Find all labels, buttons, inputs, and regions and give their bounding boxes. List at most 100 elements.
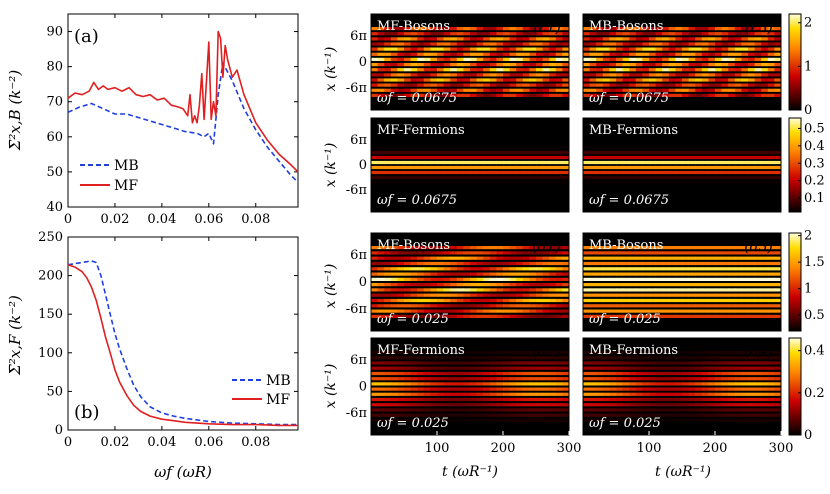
heatmap-cell [470,272,478,276]
heatmap-cell [522,93,530,97]
heatmap-cell [562,160,570,165]
heatmap-cell [616,130,624,135]
heatmap-cell [522,135,530,140]
heatmap-cell [629,283,637,287]
heatmap-cell [688,387,696,391]
heatmap-cell [708,403,716,407]
colorbar-tick-label: 0.3 [804,156,825,171]
heatmap-cell [708,37,716,41]
heatmap-cell [549,392,557,396]
heatmap-cell [423,175,431,180]
heatmap-cell [496,47,504,51]
heatmap-cell [456,83,464,87]
heatmap-cell [483,277,491,281]
heatmap-cell [602,298,610,303]
heatmap-cell [456,73,464,77]
heatmap-cell [748,377,756,381]
heatmap-cell [767,155,775,160]
heatmap-cell [754,190,762,195]
heatmap-cell [715,277,723,281]
heatmap-cell [622,160,630,165]
heatmap-cell [377,288,385,292]
heatmap-cell [668,293,676,297]
heatmap-cell [602,47,610,51]
heatmap-cell [549,371,557,376]
heatmap-cell [767,366,775,370]
heatmap-cell [516,298,524,303]
heatmap-cell [642,403,650,407]
heatmap-cell [708,78,716,82]
heatmap-cell [542,387,550,391]
heatmap-cell [443,314,451,318]
heatmap-cell [470,78,478,82]
heatmap-cell [536,377,544,381]
heatmap-cell [655,304,663,308]
heatmap-cell [616,382,624,386]
heatmap-cell [583,356,591,360]
heatmap-cell [602,27,610,31]
heatmap-cell [555,366,563,370]
heatmap-cell [649,309,657,313]
heatmap-cell [489,246,497,250]
heatmap-cell [675,165,683,170]
heatmap-cell [616,88,624,92]
heatmap-cell [549,73,557,77]
heatmap-cell [423,387,431,391]
heatmap-cell [470,180,478,185]
heatmap-cell [635,57,643,61]
heatmap-cell [503,175,511,180]
heatmap-cell [483,175,491,180]
heatmap-cell [635,52,643,56]
heatmap-cell [774,277,782,281]
heatmap-cell [549,261,557,266]
heatmap-cell [649,160,657,165]
heatmap-cell [371,57,379,61]
heatmap-cell [629,377,637,381]
heatmap-cell [695,78,703,82]
heatmap-cell [596,170,604,175]
heatmap-cell [748,57,756,61]
heatmap-cell [688,93,696,97]
heatmap-frame [582,337,782,436]
heatmap-cell [450,175,458,180]
heatmap-cell [583,314,591,318]
heatmap-cell [741,83,749,87]
heatmap-cell [695,277,703,281]
heatmap-cell [668,377,676,381]
heatmap-cell [708,418,716,422]
heatmap-cell [596,150,604,155]
heatmap-cell [404,288,412,292]
heatmap-cell [602,351,610,355]
heatmap-cell [629,140,637,145]
heatmap-cell [562,403,570,407]
heatmap-cell [715,52,723,56]
heatmap-cell [675,47,683,51]
heatmap-cell [589,377,597,381]
heatmap-cell [635,83,643,87]
heatmap-cell [509,42,517,46]
heatmap-cell [589,267,597,271]
heatmap-cell [583,160,591,165]
heatmap-cell [522,52,530,56]
heatmap-cell [748,309,756,313]
heatmap-cell [463,175,471,180]
heatmap-cell [635,366,643,370]
heatmap-cell [562,261,570,266]
heatmap-cell [489,387,497,391]
heatmap-cell [682,73,690,77]
heatmap-cell [423,397,431,402]
heatmap-cell [609,366,617,370]
heatmap-cell [734,387,742,391]
heatmap-cell [688,288,696,292]
heatmap-cell [741,160,749,165]
heatmap-cell [609,88,617,92]
heatmap-cell [767,298,775,303]
heatmap-cell [583,267,591,271]
heatmap-cell [443,418,451,422]
heatmap-cell [688,408,696,412]
heatmap-cell [496,392,504,396]
heatmap-cell [741,418,749,422]
heatmap-panel-label: (c4) [745,124,773,140]
